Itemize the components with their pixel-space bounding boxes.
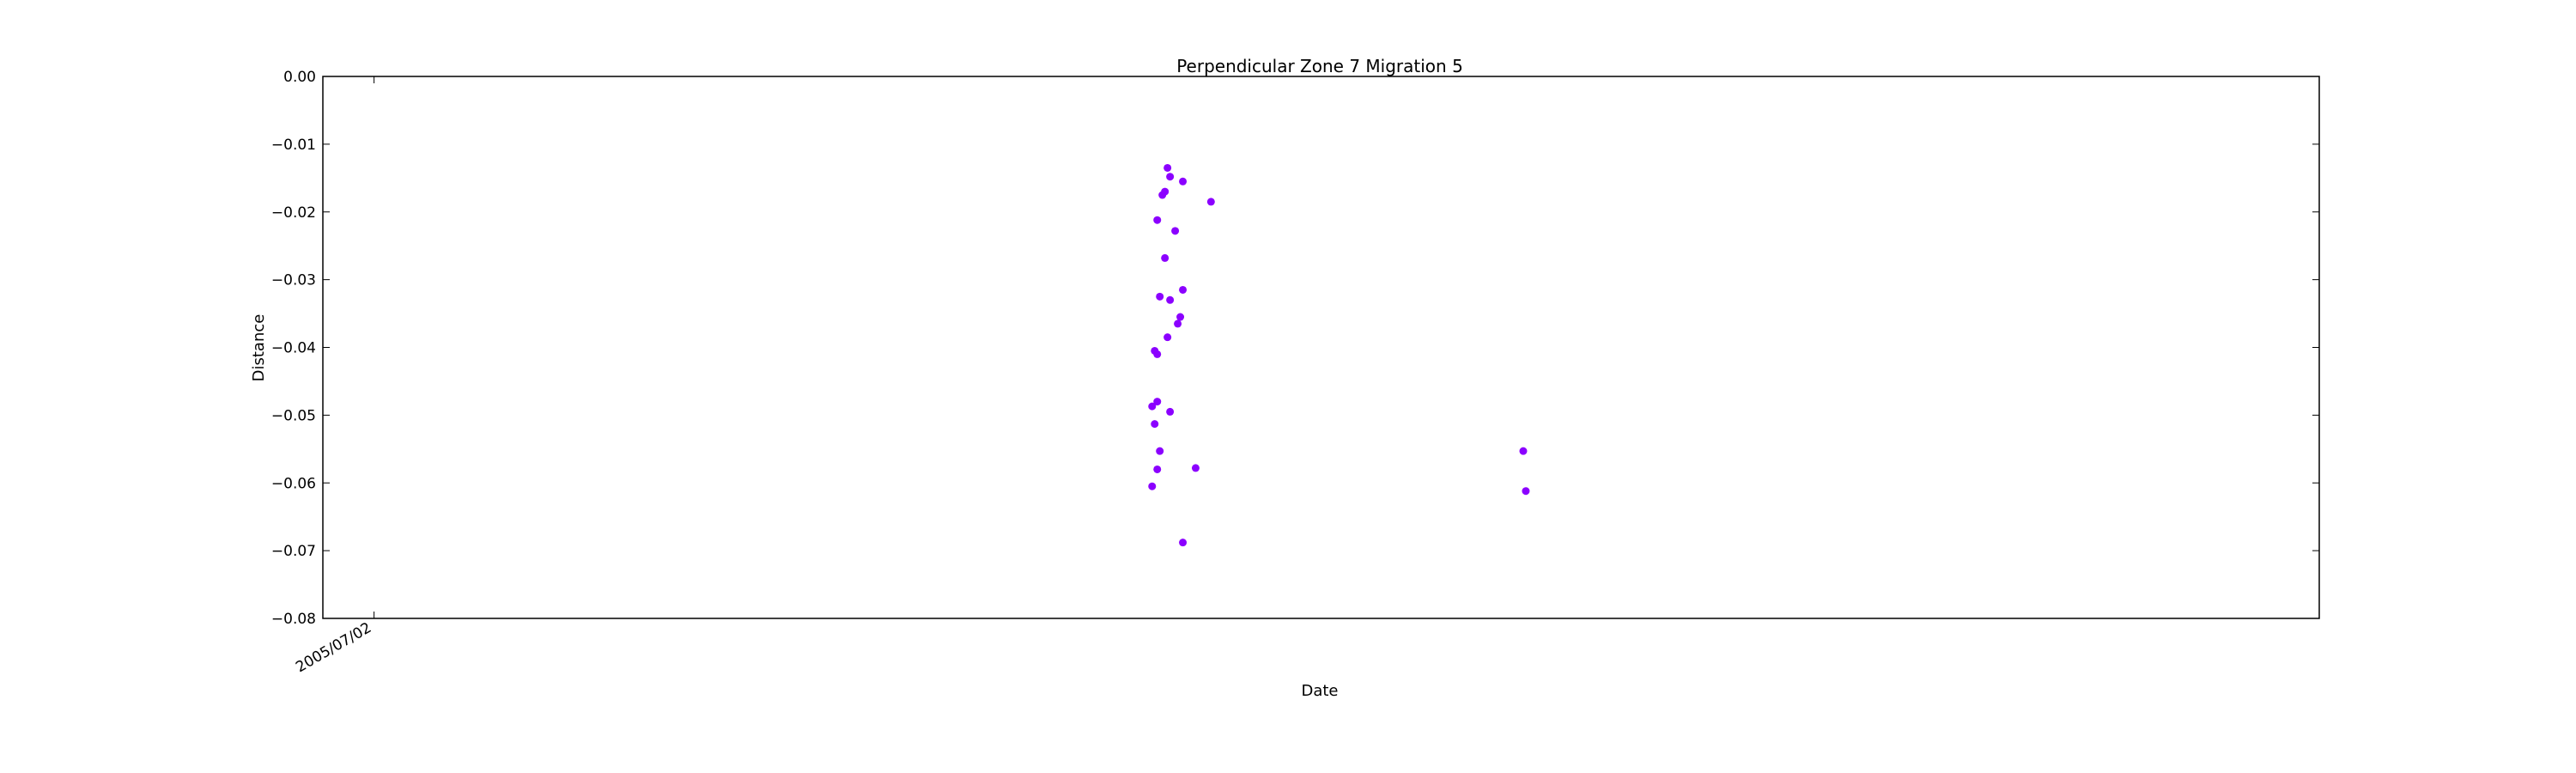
- data-point: [1163, 163, 1172, 172]
- y-tick-label: −0.05: [271, 407, 316, 424]
- y-tick-label: −0.07: [271, 543, 316, 560]
- y-tick-label: −0.02: [271, 204, 316, 222]
- data-point: [1179, 539, 1188, 547]
- y-tick-label: −0.06: [271, 475, 316, 492]
- y-axis-label: Distance: [250, 314, 268, 382]
- data-point: [1166, 407, 1175, 416]
- data-point: [1522, 487, 1530, 496]
- y-axis-ticks: 0.00 −0.01 −0.02 −0.03 −0.04 −0.05 −0.06 −0.07 −…: [271, 69, 2319, 628]
- data-point: [1519, 447, 1528, 455]
- data-point: [1166, 295, 1175, 304]
- plot-area-frame: [322, 76, 2320, 619]
- data-point: [1148, 482, 1157, 490]
- data-point: [1163, 333, 1172, 342]
- y-tick-label: −0.01: [271, 137, 316, 154]
- y-tick-label: −0.08: [271, 611, 316, 628]
- data-point: [1179, 285, 1188, 294]
- data-points: [1148, 163, 1530, 547]
- data-point: [1153, 350, 1162, 358]
- data-point: [1166, 173, 1175, 181]
- data-point: [1156, 447, 1164, 455]
- data-point: [1174, 320, 1182, 328]
- x-axis-label: Date: [1301, 682, 1338, 700]
- x-axis-ticks: 2005/07/02: [293, 76, 374, 676]
- data-point: [1176, 313, 1185, 321]
- data-point: [1151, 420, 1159, 429]
- data-point: [1171, 227, 1180, 235]
- data-point: [1156, 292, 1164, 301]
- data-point: [1158, 191, 1167, 199]
- y-tick-label: 0.00: [283, 69, 316, 86]
- data-point: [1191, 464, 1200, 472]
- data-point: [1161, 253, 1170, 262]
- data-point: [1153, 398, 1162, 406]
- data-point: [1148, 402, 1157, 411]
- data-point: [1206, 198, 1215, 206]
- chart-title: Perpendicular Zone 7 Migration 5: [1176, 56, 1463, 76]
- y-tick-label: −0.03: [271, 272, 316, 289]
- data-point: [1153, 465, 1162, 473]
- y-tick-label: −0.04: [271, 340, 316, 357]
- data-point: [1179, 177, 1188, 186]
- data-point: [1153, 216, 1162, 224]
